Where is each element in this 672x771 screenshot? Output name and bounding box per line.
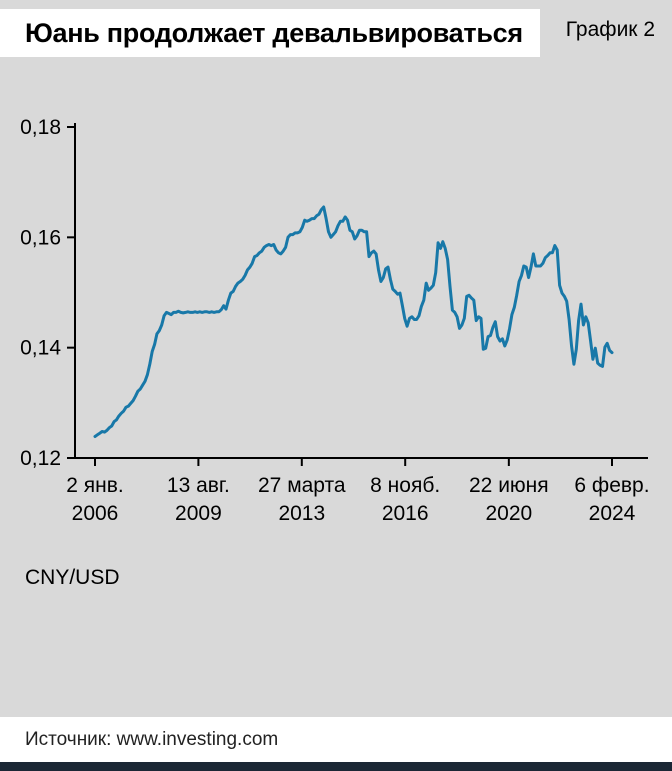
x-tick-label-year: 2016: [382, 502, 429, 525]
x-tick-label-year: 2009: [175, 502, 222, 525]
y-tick-label: 0,12: [20, 447, 61, 470]
chart-number-label: График 2: [565, 18, 655, 41]
x-tick-label: 22 июня: [469, 474, 549, 497]
y-tick-label: 0,18: [20, 116, 61, 139]
page-title: Юань продолжает девальвироваться: [25, 17, 523, 48]
title-panel: Юань продолжает девальвироваться: [0, 9, 540, 57]
y-tick-label: 0,14: [20, 337, 61, 360]
axis-unit-label: CNY/USD: [25, 566, 120, 589]
x-tick-label: 13 авг.: [167, 474, 230, 497]
x-tick-label: 2 янв.: [66, 474, 123, 497]
x-tick-label-year: 2024: [589, 502, 636, 525]
series-line: [93, 205, 614, 438]
source-text: Источник: www.investing.com: [25, 728, 279, 750]
bottom-bar: [0, 762, 672, 771]
x-tick-label-year: 2020: [485, 502, 532, 525]
x-tick-label-year: 2013: [278, 502, 325, 525]
x-tick-label: 27 марта: [258, 474, 346, 497]
y-tick-label: 0,16: [20, 226, 61, 249]
x-tick-label: 6 февр.: [574, 474, 649, 497]
x-tick-label: 8 нояб.: [370, 474, 440, 497]
x-tick-label-year: 2006: [72, 502, 119, 525]
source-panel: Источник: www.investing.com: [0, 717, 672, 762]
